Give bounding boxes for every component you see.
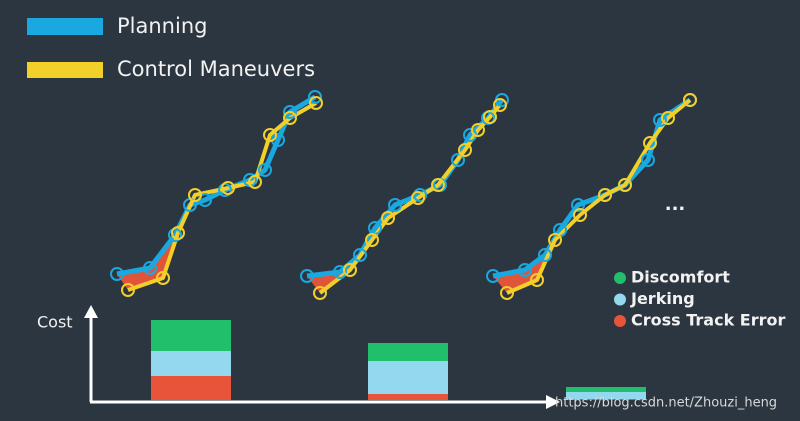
planning-point [283, 105, 297, 119]
control-point [548, 233, 562, 247]
control-point [618, 178, 632, 192]
control-point [661, 111, 675, 125]
planning-point [143, 261, 157, 275]
control-point [471, 123, 485, 137]
x-axis-arrow [546, 395, 560, 409]
bar-segment [566, 399, 646, 400]
y-axis-label: Cost [37, 313, 73, 332]
control-point [683, 93, 697, 107]
control-point [188, 188, 202, 202]
planning-point [168, 228, 182, 242]
bar-segment [151, 320, 231, 351]
control-point [573, 208, 587, 222]
planning-point [518, 263, 532, 277]
legend-marker [614, 272, 626, 284]
planning-point [641, 153, 655, 167]
planning-point [333, 265, 347, 279]
planning-point [451, 153, 465, 167]
control-point [248, 175, 262, 189]
legend-control: Control Maneuvers [117, 57, 315, 81]
planning-point [218, 183, 232, 197]
control-point [343, 263, 357, 277]
control-point [411, 191, 425, 205]
control-point [598, 188, 612, 202]
control-swatch [27, 62, 103, 78]
bar-segment [566, 387, 646, 392]
control-point [493, 98, 507, 112]
control-point [381, 211, 395, 225]
control-path [127, 101, 317, 292]
control-point [500, 286, 514, 300]
planning-point [538, 248, 552, 262]
y-axis-arrow [84, 305, 98, 318]
planning-point [353, 248, 367, 262]
control-point [365, 233, 379, 247]
planning-point [308, 90, 322, 104]
control-point [156, 271, 170, 285]
deviation-area [493, 240, 555, 293]
bar-segment [151, 376, 231, 400]
control-point [309, 96, 323, 110]
control-point [171, 226, 185, 240]
control-point [121, 283, 135, 297]
ellipsis: ... [665, 194, 686, 215]
control-point [313, 286, 327, 300]
control-point [221, 181, 235, 195]
control-point [483, 110, 497, 124]
planning-point [653, 113, 667, 127]
bar-segment [368, 361, 448, 394]
planning-point [388, 198, 402, 212]
control-point [263, 128, 277, 142]
bar-segment [368, 343, 448, 361]
control-point [458, 143, 472, 157]
legend-label: Discomfort [631, 268, 730, 287]
legend-marker [614, 315, 626, 327]
planning-point [110, 267, 124, 281]
control-point [643, 136, 657, 150]
legend-planning: Planning [117, 14, 207, 38]
planning-point [413, 188, 427, 202]
planning-point [300, 269, 314, 283]
control-point [431, 178, 445, 192]
legend-label: Jerking [630, 289, 695, 308]
control-point [530, 273, 544, 287]
legend-marker [614, 293, 626, 306]
bar-segment [151, 351, 231, 376]
watermark: https://blog.csdn.net/Zhouzi_heng [555, 396, 777, 411]
bar-segment [368, 394, 448, 400]
planning-point [486, 269, 500, 283]
legend-label: Cross Track Error [631, 311, 785, 330]
planning-swatch [27, 18, 103, 35]
deviation-area [307, 240, 372, 293]
planning-point [258, 163, 272, 177]
bar-segment [566, 392, 646, 399]
planning-point [571, 198, 585, 212]
control-point [283, 111, 297, 125]
